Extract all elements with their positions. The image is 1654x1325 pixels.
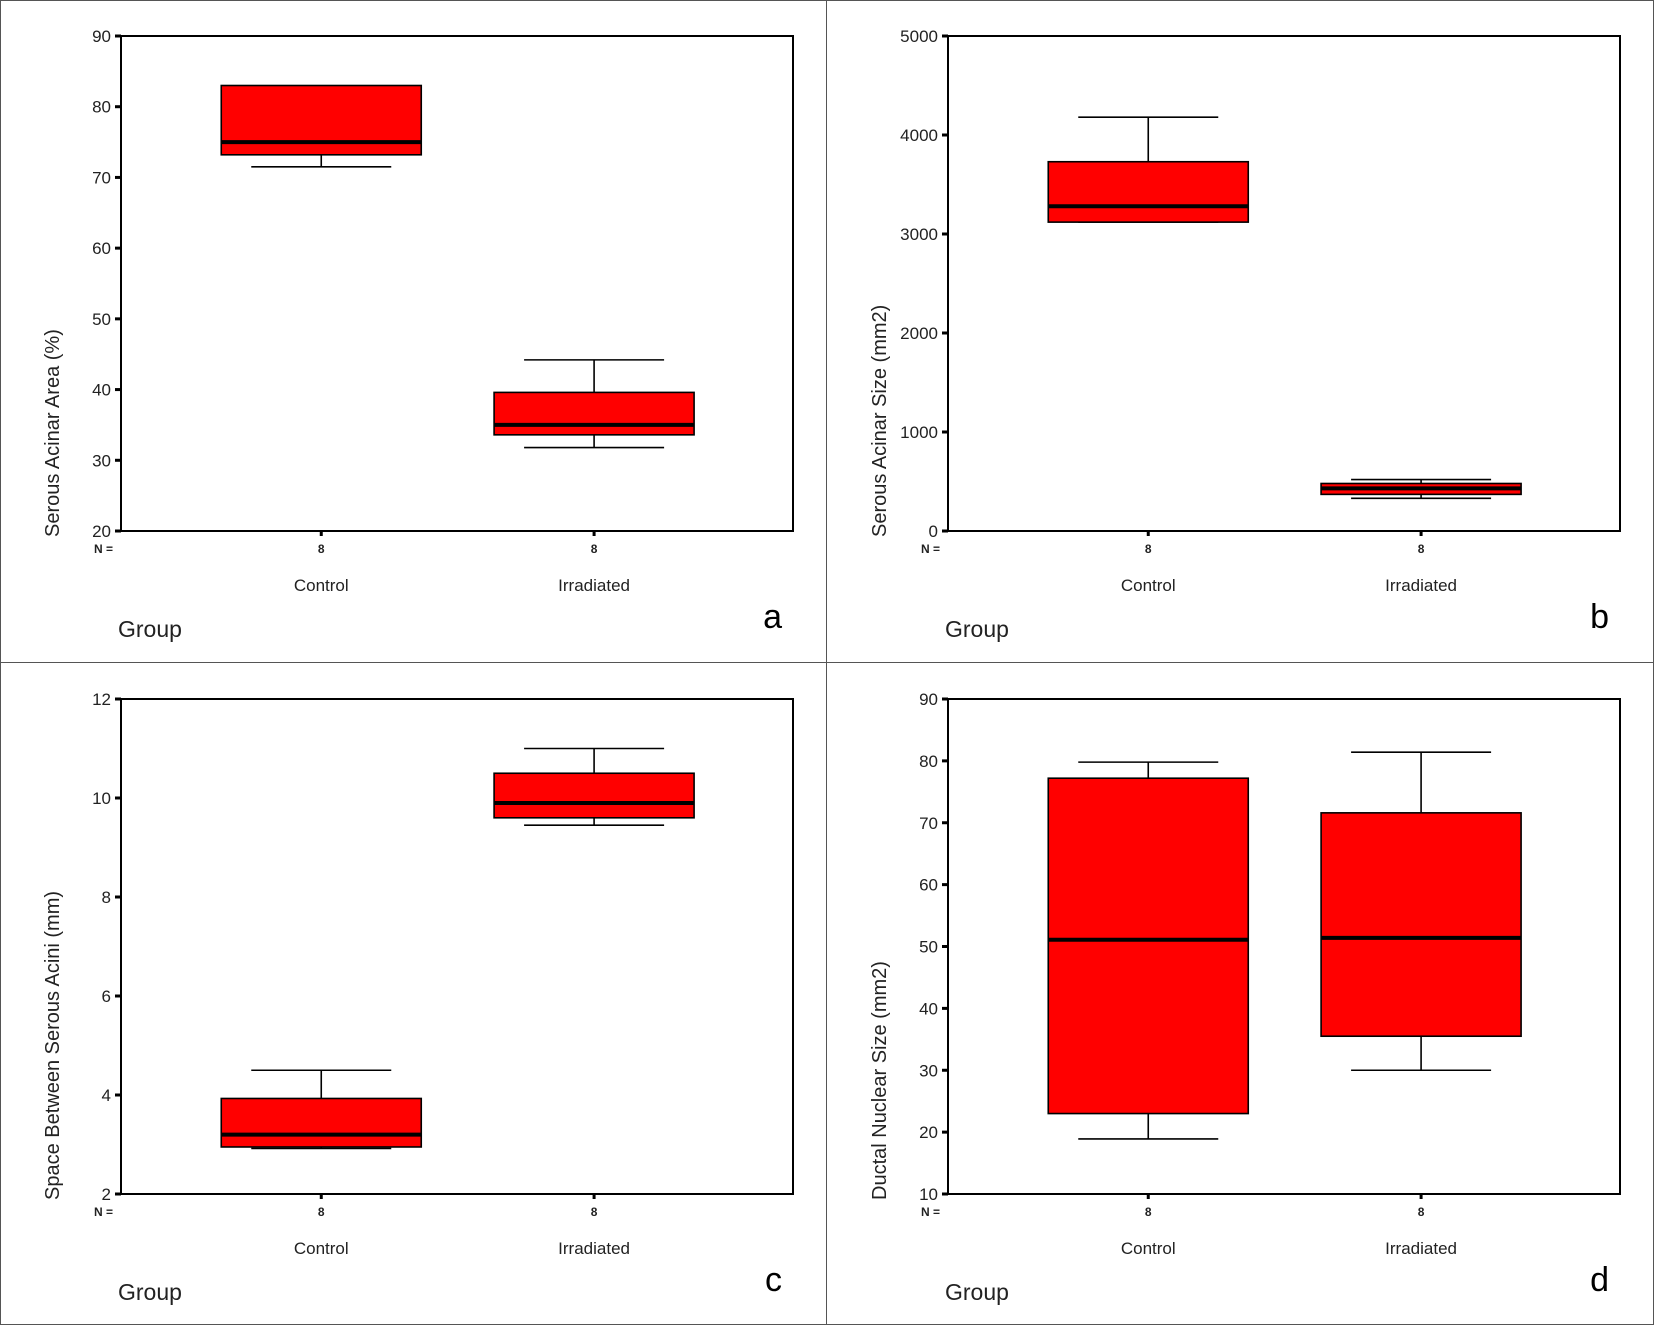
- y-tick-label: 40: [919, 999, 938, 1018]
- panel-letter: c: [765, 1261, 782, 1299]
- category-label: Irradiated: [558, 1239, 630, 1258]
- y-tick-label: 3000: [900, 225, 938, 244]
- category-label: Control: [1121, 576, 1176, 595]
- category-label: Irradiated: [1385, 1239, 1457, 1258]
- iqr-box: [493, 772, 695, 819]
- boxplot-svg: 20 30 40 50 60 70 80 90 N = 8 Control 8 Irradiated: [92, 27, 794, 595]
- boxplot-svg: 0 1000 2000 3000 4000 5000 N = 8 Control 8 Irradia…: [900, 27, 1621, 595]
- panel-letter: a: [763, 598, 782, 636]
- y-tick-label: 20: [919, 1123, 938, 1142]
- y-tick-label: 80: [919, 752, 938, 771]
- iqr-box: [1320, 812, 1522, 1038]
- y-tick-label: 6: [102, 987, 111, 1006]
- y-tick-label: 30: [919, 1061, 938, 1080]
- y-tick-label: 0: [929, 522, 938, 541]
- n-label: N =: [921, 542, 940, 556]
- n-label: N =: [94, 542, 113, 556]
- y-tick-label: 30: [92, 451, 111, 470]
- iqr-box: [1047, 777, 1250, 1115]
- y-tick-label: 20: [92, 522, 111, 541]
- panel-b: 0 1000 2000 3000 4000 5000 N = 8 Control 8 Irradia…: [827, 0, 1653, 662]
- category-label: Control: [294, 1239, 349, 1258]
- y-tick-label: 1000: [900, 423, 938, 442]
- panel-d: 10 20 30 40 50 60 70 80 90 N = 8 Control 8 Irradiated…: [827, 663, 1653, 1325]
- n-count: 8: [1418, 1205, 1425, 1219]
- x-axis-label: Group: [118, 1279, 182, 1305]
- y-tick-label: 2000: [900, 324, 938, 343]
- y-tick-label: 50: [92, 310, 111, 329]
- y-tick-label: 70: [919, 814, 938, 833]
- iqr-box: [1047, 160, 1250, 223]
- iqr-box: [220, 84, 423, 156]
- n-label: N =: [94, 1205, 113, 1219]
- y-tick-label: 90: [92, 27, 111, 46]
- y-tick-label: 4000: [900, 126, 938, 145]
- y-tick-label: 40: [92, 381, 111, 400]
- y-axis-label: Serous Acinar Area (%): [42, 329, 64, 537]
- plot-frame: [120, 698, 794, 1195]
- category-label: Irradiated: [558, 576, 630, 595]
- plot-frame: [120, 35, 794, 532]
- y-tick-label: 5000: [900, 27, 938, 46]
- x-axis-label: Group: [118, 616, 182, 642]
- y-axis-label: Ductal Nuclear Size (mm2): [869, 961, 891, 1200]
- horizontal-divider: [0, 662, 1654, 663]
- n-count: 8: [318, 1205, 325, 1219]
- panel-c: 2 4 6 8 10 12 N = 8 Control 8 Irradiated Space Bet…: [0, 663, 826, 1325]
- y-tick-label: 2: [102, 1185, 111, 1204]
- category-label: Irradiated: [1385, 576, 1457, 595]
- n-count: 8: [318, 542, 325, 556]
- y-tick-label: 10: [92, 789, 111, 808]
- iqr-box: [493, 391, 695, 436]
- y-tick-label: 60: [92, 239, 111, 258]
- iqr-box: [220, 1097, 423, 1148]
- boxplot-svg: 10 20 30 40 50 60 70 80 90 N = 8 Control 8 Irradiated: [919, 690, 1621, 1258]
- y-tick-label: 4: [102, 1086, 111, 1105]
- n-count: 8: [1418, 542, 1425, 556]
- panel-a: 20 30 40 50 60 70 80 90 N = 8 Control 8 Irradiated S…: [0, 0, 826, 662]
- n-count: 8: [591, 1205, 598, 1219]
- category-label: Control: [1121, 1239, 1176, 1258]
- panel-letter: d: [1590, 1261, 1609, 1299]
- y-tick-label: 50: [919, 938, 938, 957]
- n-count: 8: [1145, 542, 1152, 556]
- y-tick-label: 8: [102, 888, 111, 907]
- plot-frame: [947, 35, 1621, 532]
- y-tick-label: 12: [92, 690, 111, 709]
- y-tick-label: 60: [919, 876, 938, 895]
- y-axis-label: Space Between Serous Acini (mm): [42, 890, 64, 1200]
- y-tick-label: 10: [919, 1185, 938, 1204]
- y-axis-label: Serous Acinar Size (mm2): [869, 304, 891, 537]
- n-count: 8: [591, 542, 598, 556]
- y-tick-label: 70: [92, 168, 111, 187]
- panel-letter: b: [1590, 598, 1609, 636]
- category-label: Control: [294, 576, 349, 595]
- x-axis-label: Group: [945, 1279, 1009, 1305]
- y-tick-label: 80: [92, 98, 111, 117]
- boxplot-svg: 2 4 6 8 10 12 N = 8 Control 8 Irradiated: [92, 690, 794, 1258]
- x-axis-label: Group: [945, 616, 1009, 642]
- n-count: 8: [1145, 1205, 1152, 1219]
- y-tick-label: 90: [919, 690, 938, 709]
- n-label: N =: [921, 1205, 940, 1219]
